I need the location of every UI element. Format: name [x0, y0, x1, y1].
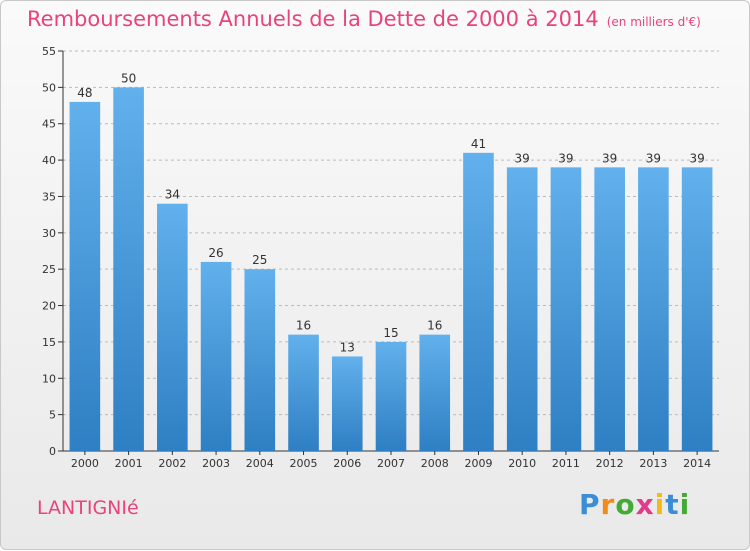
value-label: 26	[208, 246, 223, 260]
bar	[69, 101, 101, 451]
value-label: 13	[340, 340, 355, 354]
x-tick-label: 2002	[158, 457, 186, 470]
logo-letter: r	[600, 488, 616, 521]
x-tick-label: 2005	[290, 457, 318, 470]
logo-letter: P	[579, 488, 601, 521]
y-tick-label: 45	[42, 118, 56, 131]
value-label: 16	[296, 319, 311, 333]
value-label: 16	[427, 319, 442, 333]
x-tick-label: 2001	[115, 457, 143, 470]
logo-letter: t	[665, 488, 680, 521]
y-tick-label: 55	[42, 45, 56, 58]
value-label: 39	[558, 151, 573, 165]
town-name: LANTIGNIé	[37, 497, 139, 519]
x-tick-label: 2004	[246, 457, 274, 470]
bar	[681, 167, 713, 451]
x-tick-label: 2013	[639, 457, 667, 470]
value-label: 48	[77, 86, 92, 100]
bar	[506, 167, 538, 451]
bar	[638, 167, 669, 451]
value-label: 39	[515, 151, 530, 165]
bar	[200, 261, 232, 451]
value-label: 39	[602, 151, 617, 165]
logo-letter: x	[635, 488, 655, 521]
value-label: 25	[252, 253, 267, 267]
value-label: 39	[689, 151, 704, 165]
x-tick-label: 2014	[683, 457, 711, 470]
logo-letter: i	[654, 488, 666, 521]
bar	[375, 341, 407, 451]
y-tick-label: 30	[42, 227, 56, 240]
bar	[594, 167, 625, 451]
logo-letter: i	[679, 488, 691, 521]
x-tick-label: 2003	[202, 457, 230, 470]
y-tick-label: 50	[42, 81, 56, 94]
y-tick-label: 20	[42, 300, 56, 313]
chart-title: Remboursements Annuels de la Dette de 20…	[27, 7, 701, 31]
bar	[113, 87, 144, 451]
x-tick-label: 2011	[552, 457, 580, 470]
x-tick-label: 2009	[464, 457, 492, 470]
x-tick-label: 2010	[508, 457, 536, 470]
x-tick-label: 2008	[421, 457, 449, 470]
bar	[550, 167, 582, 451]
y-tick-label: 5	[49, 409, 56, 422]
bar	[463, 152, 494, 451]
value-label: 39	[646, 151, 661, 165]
x-tick-label: 2000	[71, 457, 99, 470]
x-tick-label: 2007	[377, 457, 405, 470]
value-label: 50	[121, 71, 136, 85]
bar	[331, 356, 363, 451]
x-tick-label: 2012	[596, 457, 624, 470]
y-tick-label: 0	[49, 445, 56, 458]
x-tick-label: 2006	[333, 457, 361, 470]
y-tick-label: 35	[42, 190, 56, 203]
bar	[288, 334, 319, 451]
y-tick-label: 10	[42, 372, 56, 385]
bar	[244, 269, 276, 451]
value-label: 34	[165, 188, 180, 202]
value-label: 41	[471, 137, 486, 151]
y-tick-label: 40	[42, 154, 56, 167]
logo-letter: o	[615, 488, 636, 521]
y-tick-label: 25	[42, 263, 56, 276]
bar	[419, 334, 451, 451]
chart-unit: (en milliers d'€)	[606, 15, 701, 29]
proxiti-logo: Proxiti	[579, 488, 690, 521]
bar	[157, 203, 188, 451]
value-label: 15	[383, 326, 398, 340]
y-tick-label: 15	[42, 336, 56, 349]
chart-title-text: Remboursements Annuels de la Dette de 20…	[27, 7, 599, 31]
